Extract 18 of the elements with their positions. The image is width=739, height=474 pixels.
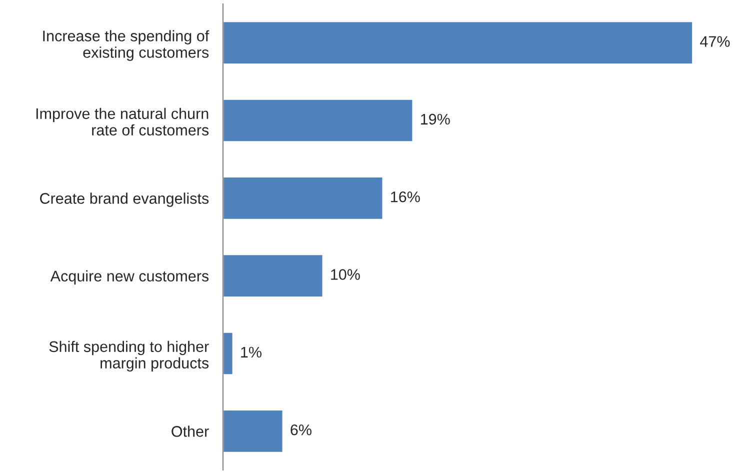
data-label: 6% <box>290 424 312 436</box>
y-tick-label: Shift spending to higher margin products <box>49 340 209 372</box>
data-label: 47% <box>700 36 730 47</box>
bar <box>223 98 414 143</box>
bar <box>223 254 324 298</box>
bar <box>223 20 694 65</box>
data-label: 10% <box>331 269 360 280</box>
y-tick-label: Improve the natural churn rate of customers <box>36 108 209 136</box>
y-tick-label: Acquire new customers <box>50 270 209 285</box>
y-tick-label: Create brand evangelists <box>40 192 209 207</box>
data-label: 16% <box>391 191 420 202</box>
bar <box>223 176 384 220</box>
data-label: 1% <box>241 346 262 358</box>
bar <box>223 331 234 376</box>
data-label: 19% <box>421 114 450 125</box>
y-tick-label: Other <box>172 426 209 437</box>
y-tick-label: Increase the spending of existing customers <box>43 30 210 61</box>
bar <box>223 409 284 454</box>
